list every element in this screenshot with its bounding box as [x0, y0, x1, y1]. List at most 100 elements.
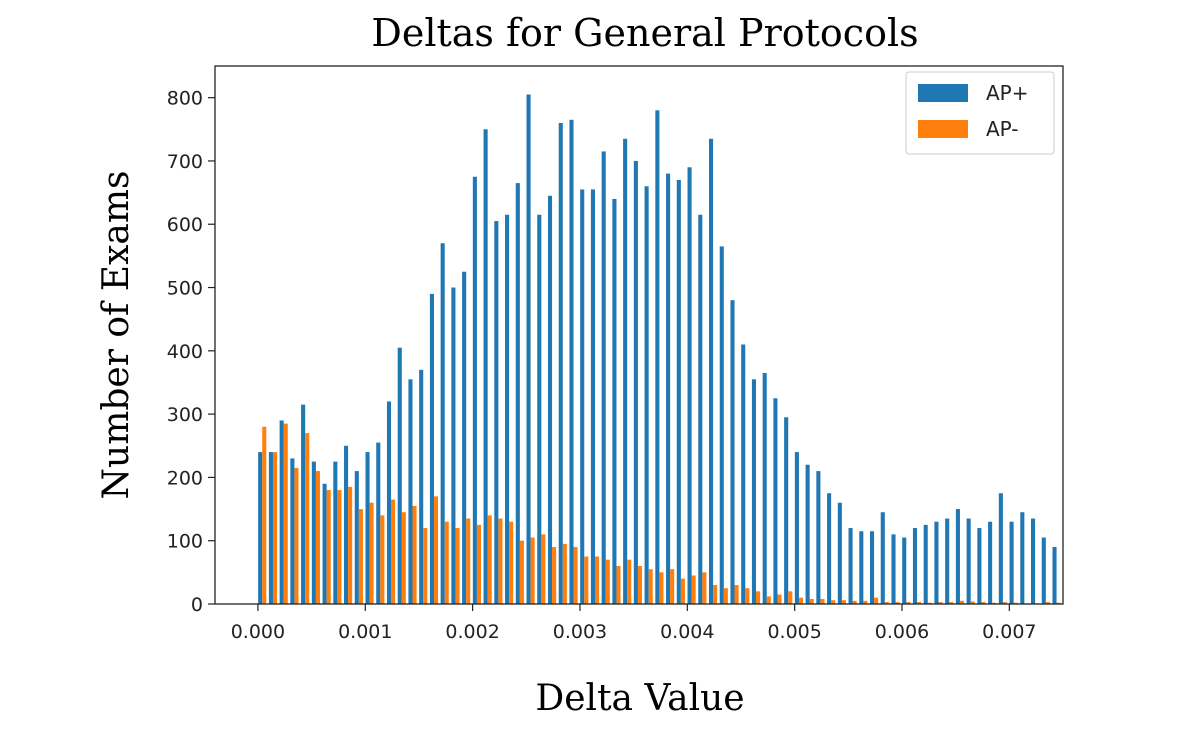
bar-ap-minus-32	[605, 559, 610, 604]
bar-ap-plus-47	[762, 372, 767, 604]
x-tick-label-2: 0.002	[445, 621, 499, 643]
bar-ap-plus-52	[816, 471, 821, 604]
bar-ap-plus-23	[505, 214, 510, 605]
bar-ap-plus-12	[386, 401, 392, 604]
legend-label-ap-plus: AP+	[986, 81, 1029, 105]
bar-ap-minus-49	[788, 591, 793, 604]
bar-ap-minus-18	[455, 528, 460, 604]
x-tick-label-1: 0.001	[338, 621, 392, 643]
bar-ap-plus-46	[751, 379, 756, 604]
bar-ap-plus-50	[794, 452, 799, 604]
x-tick-label-6: 0.006	[875, 621, 929, 643]
bar-ap-plus-49	[784, 417, 789, 604]
bar-ap-minus-60	[906, 602, 911, 604]
bar-ap-plus-7	[333, 461, 338, 604]
bar-ap-minus-59	[895, 602, 900, 604]
x-ticks: 0.000 0.001 0.002 0.003 0.004 0.005 0.006 0.007	[231, 604, 1037, 643]
bar-ap-minus-15	[423, 528, 428, 604]
bar-ap-plus-67	[977, 528, 982, 604]
y-tick-label-0: 0	[191, 594, 203, 616]
bar-ap-minus-61	[917, 602, 922, 604]
y-tick-label-4: 400	[167, 341, 203, 363]
bar-ap-plus-28	[558, 122, 563, 605]
bar-ap-plus-58	[880, 512, 885, 604]
bar-ap-plus-57	[870, 531, 875, 604]
bar-ap-minus-5	[315, 471, 320, 604]
bar-ap-plus-38	[666, 173, 671, 604]
bar-ap-minus-33	[616, 566, 621, 604]
bar-ap-minus-0	[262, 426, 267, 604]
bar-ap-minus-36	[648, 569, 653, 604]
bar-ap-minus-57	[874, 597, 879, 604]
bar-ap-plus-41	[698, 214, 703, 605]
bar-ap-minus-37	[659, 572, 664, 604]
bar-ap-plus-34	[623, 138, 628, 605]
bar-ap-minus-28	[562, 543, 567, 604]
bar-ap-plus-32	[601, 151, 606, 604]
bar-ap-minus-11	[380, 515, 385, 604]
bar-ap-plus-11	[376, 442, 381, 604]
bar-ap-plus-66	[966, 518, 971, 604]
x-tick-label-4: 0.004	[660, 621, 714, 643]
bar-ap-minus-2	[283, 423, 288, 604]
bar-ap-plus-27	[547, 195, 553, 604]
legend-swatch-ap-minus	[918, 120, 968, 138]
bar-ap-minus-7	[337, 490, 342, 604]
bar-ap-minus-31	[594, 556, 600, 604]
bar-ap-minus-48	[777, 594, 782, 604]
bar-ap-plus-13	[397, 347, 402, 604]
bar-ap-plus-19	[462, 271, 467, 604]
bar-ap-minus-54	[841, 600, 846, 604]
bar-ap-minus-21	[487, 515, 492, 604]
bar-ap-plus-53	[827, 493, 832, 604]
bar-ap-minus-8	[348, 486, 353, 604]
bar-ap-minus-58	[884, 602, 889, 604]
bar-ap-plus-3	[290, 458, 295, 604]
bar-ap-minus-43	[723, 588, 728, 604]
bar-ap-minus-40	[691, 575, 696, 604]
bar-ap-minus-66	[970, 601, 975, 604]
bar-ap-plus-45	[741, 344, 746, 604]
bar-ap-minus-24	[519, 540, 524, 604]
bar-ap-minus-73	[1045, 602, 1050, 604]
bar-ap-plus-62	[923, 524, 928, 604]
bar-ap-plus-8	[344, 445, 349, 604]
bar-ap-minus-6	[326, 490, 331, 604]
bar-ap-minus-27	[552, 547, 557, 604]
bar-ap-plus-29	[569, 119, 574, 605]
legend: AP+ AP-	[905, 71, 1055, 155]
bar-ap-plus-4	[301, 404, 306, 604]
bar-ap-plus-51	[805, 464, 810, 604]
y-tick-label-7: 700	[167, 151, 203, 173]
bar-ap-minus-67	[981, 602, 986, 604]
bar-ap-plus-44	[730, 300, 735, 604]
bar-ap-plus-15	[419, 369, 424, 604]
x-axis-label: Delta Value	[535, 678, 744, 719]
bar-ap-minus-64	[949, 602, 954, 604]
bar-ap-plus-16	[429, 293, 434, 604]
bar-ap-plus-56	[859, 531, 864, 604]
bar-ap-minus-45	[745, 588, 750, 604]
bar-ap-minus-1	[272, 452, 278, 604]
bar-ap-plus-1	[268, 452, 273, 604]
bar-ap-plus-24	[515, 183, 520, 604]
bar-ap-minus-10	[369, 502, 374, 604]
bar-ap-minus-4	[305, 433, 310, 604]
y-tick-label-5: 500	[167, 278, 203, 300]
bar-ap-plus-22	[494, 221, 499, 604]
bar-ap-minus-26	[541, 534, 546, 604]
y-tick-label-6: 600	[167, 214, 203, 236]
bar-ap-minus-44	[734, 585, 739, 604]
bar-ap-plus-60	[902, 537, 907, 604]
bar-ap-plus-14	[408, 379, 413, 604]
bar-ap-minus-12	[391, 499, 396, 604]
y-tick-label-1: 100	[167, 531, 203, 553]
bar-ap-minus-23	[509, 521, 514, 604]
bar-ap-minus-29	[573, 547, 578, 604]
bar-ap-minus-46	[756, 591, 761, 604]
bar-ap-plus-54	[837, 502, 842, 604]
bar-ap-plus-69	[998, 493, 1003, 604]
bar-ap-plus-61	[912, 528, 918, 604]
bar-ap-plus-33	[612, 198, 617, 605]
bar-ap-plus-2	[279, 420, 284, 604]
